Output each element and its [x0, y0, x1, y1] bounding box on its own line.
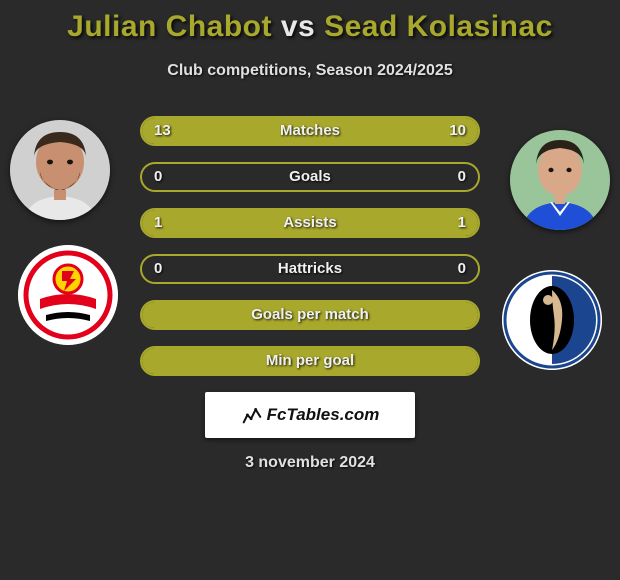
stat-label: Assists: [142, 210, 478, 236]
comparison-title: Julian Chabot vs Sead Kolasinac: [0, 0, 620, 44]
stat-bars: 1310Matches 00Goals 11Assists 00Hattricks Go…: [140, 110, 480, 376]
subtitle: Club competitions, Season 2024/2025: [0, 62, 620, 80]
stat-bar: Min per goal: [140, 346, 480, 376]
stat-label: Hattricks: [142, 256, 478, 282]
date-text: 3 november 2024: [0, 454, 620, 472]
player2-name: Sead Kolasinac: [324, 10, 553, 43]
stat-bar: 00Hattricks: [140, 254, 480, 284]
player1-avatar: [10, 120, 110, 220]
brand-text: FcTables.com: [267, 405, 380, 425]
player2-club-badge: [502, 270, 602, 370]
vs-text: vs: [281, 10, 315, 43]
stat-label: Goals per match: [142, 302, 478, 328]
stat-label: Min per goal: [142, 348, 478, 374]
brand-badge: FcTables.com: [205, 392, 415, 438]
stat-label: Goals: [142, 164, 478, 190]
stat-bar: 11Assists: [140, 208, 480, 238]
stat-bar: 1310Matches: [140, 116, 480, 146]
player1-name: Julian Chabot: [67, 10, 272, 43]
stat-bar: Goals per match: [140, 300, 480, 330]
content-area: 1310Matches 00Goals 11Assists 00Hattricks Go…: [0, 110, 620, 472]
player1-club-badge: [18, 245, 118, 345]
stat-bar: 00Goals: [140, 162, 480, 192]
brand-icon: [241, 404, 263, 426]
player2-avatar: [510, 130, 610, 230]
stat-label: Matches: [142, 118, 478, 144]
